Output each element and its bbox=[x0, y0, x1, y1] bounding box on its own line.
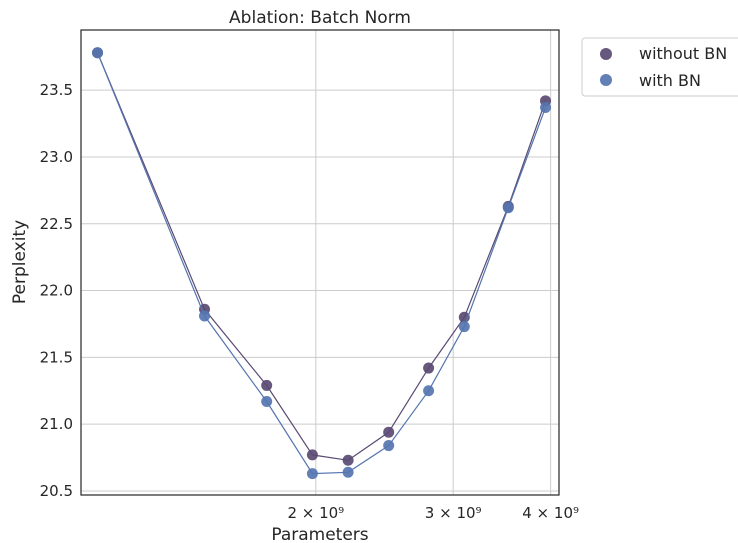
data-point-without-bn bbox=[383, 426, 395, 438]
x-axis-label: Parameters bbox=[271, 525, 368, 543]
data-point-without-bn bbox=[306, 449, 318, 461]
data-point-with-bn bbox=[92, 47, 104, 59]
legend: without BN with BN bbox=[581, 37, 738, 97]
y-axis-label: Perplexity bbox=[10, 220, 30, 304]
legend-label-with-bn: with BN bbox=[639, 71, 701, 90]
data-point-with-bn bbox=[502, 202, 514, 214]
plot-frame bbox=[80, 29, 560, 496]
y-tick-label: 23.5 bbox=[40, 81, 73, 99]
x-tick-label: 4 × 10⁹ bbox=[522, 504, 579, 522]
legend-label-without-bn: without BN bbox=[639, 44, 727, 63]
data-point-with-bn bbox=[199, 310, 211, 322]
y-tick-label: 20.5 bbox=[40, 482, 73, 500]
legend-marker-without-bn bbox=[600, 48, 612, 60]
data-point-without-bn bbox=[423, 362, 435, 374]
tick-labels: 20.5 21.0 21.5 22.0 22.5 23.0 23.5 2 × 10⁹ 3 × 1… bbox=[40, 81, 579, 522]
x-tick-label: 2 × 10⁹ bbox=[287, 504, 344, 522]
chart-title: Ablation: Batch Norm bbox=[229, 8, 411, 28]
data-point-with-bn bbox=[383, 440, 395, 452]
data-point-with-bn bbox=[540, 102, 552, 113]
x-tick-label: 3 × 10⁹ bbox=[425, 504, 482, 522]
data-point-without-bn bbox=[342, 454, 354, 466]
legend-box bbox=[581, 37, 738, 97]
data-point-with-bn bbox=[342, 466, 354, 478]
y-tick-label: 22.0 bbox=[40, 282, 73, 300]
y-tick-label: 22.5 bbox=[40, 215, 73, 233]
series-line-without-bn bbox=[96, 52, 547, 461]
y-tick-label: 21.0 bbox=[40, 415, 73, 433]
grid bbox=[81, 30, 559, 495]
data-point-with-bn bbox=[458, 321, 470, 333]
data-point-without-bn bbox=[261, 379, 273, 391]
data-point-with-bn bbox=[261, 395, 273, 407]
legend-marker-with-bn bbox=[600, 74, 612, 86]
data-point-with-bn bbox=[306, 468, 318, 480]
data-point-with-bn bbox=[423, 385, 435, 397]
y-tick-label: 21.5 bbox=[40, 348, 73, 366]
y-tick-label: 23.0 bbox=[40, 148, 73, 166]
series-layer bbox=[92, 47, 552, 480]
series-line-with-bn bbox=[96, 52, 547, 475]
